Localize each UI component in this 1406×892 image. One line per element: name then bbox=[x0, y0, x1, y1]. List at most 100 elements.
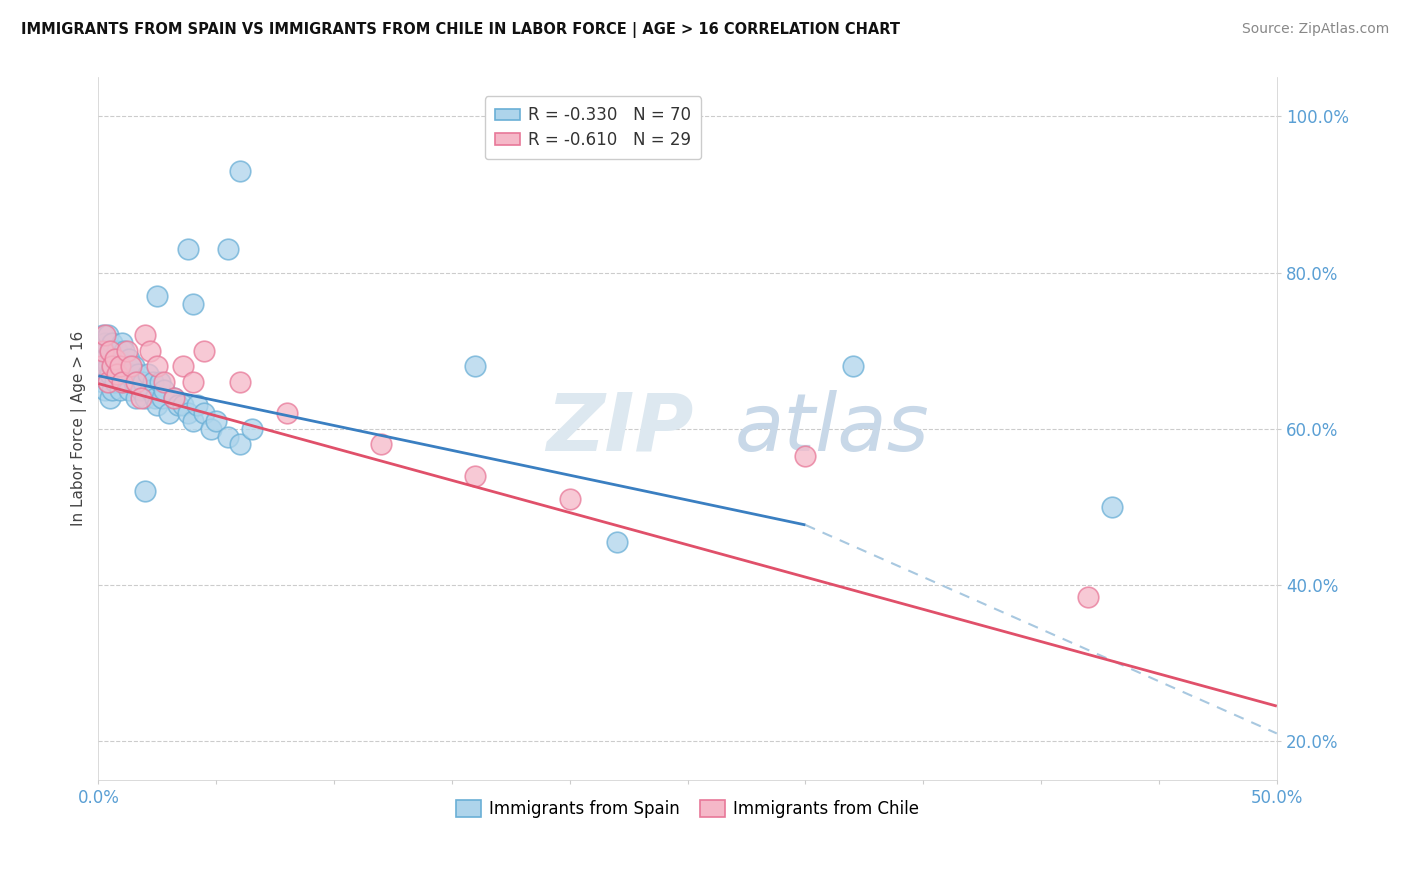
Point bbox=[139, 343, 162, 358]
Point bbox=[139, 383, 162, 397]
Point bbox=[142, 375, 165, 389]
Point bbox=[97, 375, 120, 389]
Text: Source: ZipAtlas.com: Source: ZipAtlas.com bbox=[1241, 22, 1389, 37]
Point bbox=[146, 289, 169, 303]
Point bbox=[167, 399, 190, 413]
Point bbox=[104, 351, 127, 366]
Point bbox=[111, 375, 134, 389]
Point bbox=[181, 297, 204, 311]
Point bbox=[177, 242, 200, 256]
Point bbox=[98, 343, 121, 358]
Point bbox=[205, 414, 228, 428]
Point bbox=[94, 351, 117, 366]
Point bbox=[94, 383, 117, 397]
Point bbox=[122, 359, 145, 374]
Point bbox=[115, 359, 138, 374]
Point bbox=[108, 359, 131, 374]
Point bbox=[229, 437, 252, 451]
Point bbox=[193, 343, 215, 358]
Point bbox=[1077, 590, 1099, 604]
Point bbox=[464, 359, 486, 374]
Point bbox=[153, 383, 176, 397]
Point bbox=[90, 359, 112, 374]
Point bbox=[229, 164, 252, 178]
Point bbox=[163, 391, 186, 405]
Point bbox=[115, 343, 138, 358]
Point bbox=[163, 391, 186, 405]
Point bbox=[101, 359, 124, 374]
Point bbox=[149, 375, 172, 389]
Point bbox=[153, 375, 176, 389]
Point bbox=[606, 535, 628, 549]
Point bbox=[108, 368, 131, 382]
Point bbox=[125, 375, 148, 389]
Point bbox=[105, 359, 128, 374]
Point bbox=[127, 368, 149, 382]
Point bbox=[118, 383, 141, 397]
Point bbox=[94, 335, 117, 350]
Point bbox=[134, 391, 156, 405]
Point bbox=[276, 406, 298, 420]
Point bbox=[108, 383, 131, 397]
Point bbox=[98, 368, 121, 382]
Point bbox=[112, 375, 135, 389]
Point bbox=[136, 368, 159, 382]
Point bbox=[841, 359, 863, 374]
Point bbox=[157, 406, 180, 420]
Point bbox=[217, 430, 239, 444]
Point bbox=[200, 422, 222, 436]
Point bbox=[186, 399, 208, 413]
Point bbox=[97, 375, 120, 389]
Point bbox=[181, 414, 204, 428]
Point bbox=[104, 351, 127, 366]
Point bbox=[1101, 500, 1123, 514]
Text: ZIP: ZIP bbox=[546, 390, 693, 468]
Point bbox=[101, 383, 124, 397]
Point bbox=[101, 359, 124, 374]
Point bbox=[193, 406, 215, 420]
Point bbox=[118, 351, 141, 366]
Point bbox=[98, 391, 121, 405]
Point bbox=[97, 328, 120, 343]
Point bbox=[172, 399, 194, 413]
Point bbox=[464, 468, 486, 483]
Point bbox=[558, 492, 581, 507]
Point bbox=[91, 343, 114, 358]
Point bbox=[111, 335, 134, 350]
Point bbox=[122, 375, 145, 389]
Point bbox=[105, 368, 128, 382]
Point bbox=[134, 328, 156, 343]
Point bbox=[129, 391, 152, 405]
Point bbox=[115, 368, 138, 382]
Point bbox=[150, 391, 173, 405]
Y-axis label: In Labor Force | Age > 16: In Labor Force | Age > 16 bbox=[72, 331, 87, 526]
Point bbox=[132, 375, 155, 389]
Point bbox=[134, 484, 156, 499]
Point bbox=[90, 343, 112, 358]
Point bbox=[98, 343, 121, 358]
Point bbox=[94, 328, 117, 343]
Point bbox=[97, 359, 120, 374]
Point bbox=[91, 359, 114, 374]
Point bbox=[172, 359, 194, 374]
Point bbox=[112, 343, 135, 358]
Point bbox=[240, 422, 263, 436]
Point bbox=[91, 375, 114, 389]
Point bbox=[794, 449, 817, 463]
Point bbox=[370, 437, 392, 451]
Point bbox=[143, 391, 166, 405]
Point bbox=[101, 335, 124, 350]
Point bbox=[217, 242, 239, 256]
Text: atlas: atlas bbox=[735, 390, 929, 468]
Point bbox=[120, 359, 142, 374]
Point bbox=[104, 375, 127, 389]
Point bbox=[146, 359, 169, 374]
Legend: Immigrants from Spain, Immigrants from Chile: Immigrants from Spain, Immigrants from C… bbox=[449, 793, 927, 825]
Point bbox=[120, 368, 142, 382]
Point bbox=[229, 375, 252, 389]
Point bbox=[129, 383, 152, 397]
Text: IMMIGRANTS FROM SPAIN VS IMMIGRANTS FROM CHILE IN LABOR FORCE | AGE > 16 CORRELA: IMMIGRANTS FROM SPAIN VS IMMIGRANTS FROM… bbox=[21, 22, 900, 38]
Point bbox=[177, 406, 200, 420]
Point bbox=[105, 343, 128, 358]
Point bbox=[111, 359, 134, 374]
